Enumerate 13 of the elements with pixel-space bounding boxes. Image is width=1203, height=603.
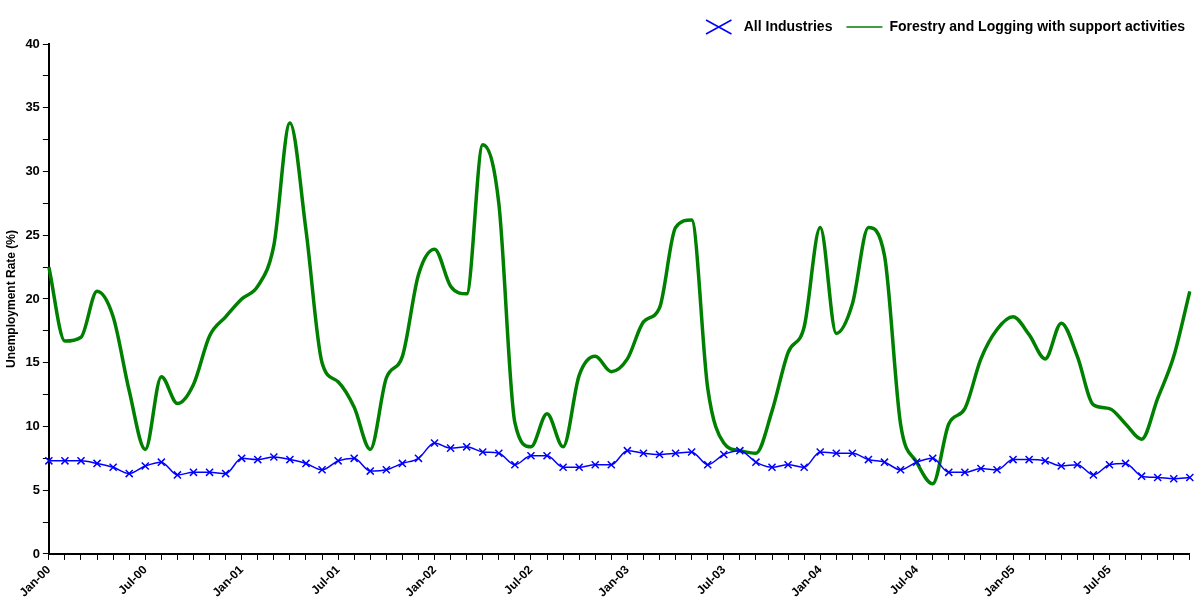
y-tick-label: 0 (32, 545, 40, 561)
y-tick-label: 25 (25, 226, 40, 242)
legend-label: All Industries (743, 17, 833, 34)
line-series (47, 121, 1192, 486)
y-axis-title: Unemployment Rate (%) (3, 229, 18, 368)
y-tick-label: 5 (32, 481, 40, 497)
y-tick-label: 30 (25, 163, 40, 179)
y-tick-label: 15 (25, 354, 40, 370)
y-tick-label: 35 (25, 99, 40, 115)
y-tick-label: 20 (25, 290, 40, 306)
y-tick-label: 10 (25, 418, 40, 434)
legend-label: Forestry and Logging with support activities (889, 17, 1186, 34)
y-tick-label: 40 (25, 35, 40, 51)
